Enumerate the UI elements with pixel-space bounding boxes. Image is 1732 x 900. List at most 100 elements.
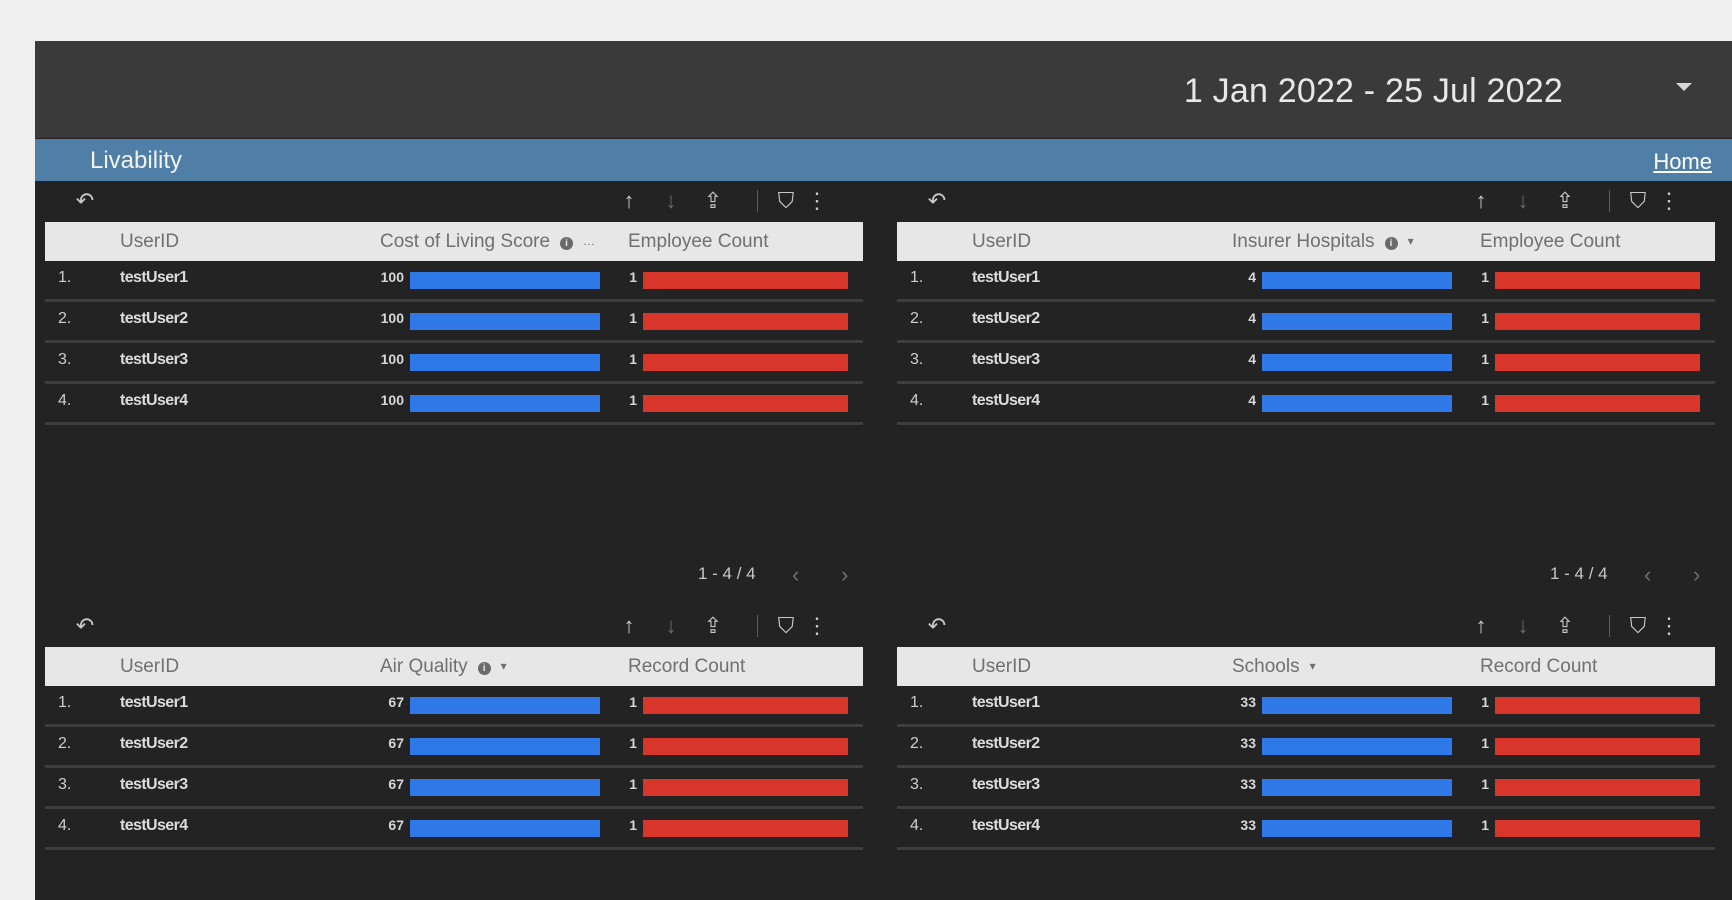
row-number: 3.	[910, 351, 924, 368]
count-value: 1	[629, 694, 637, 710]
sort-descending-icon[interactable]: ↓	[1517, 613, 1529, 638]
sort-ascending-icon[interactable]: ↑	[623, 188, 635, 213]
reset-icon[interactable]: ↶	[75, 613, 95, 638]
more-options-icon[interactable]: ⋮	[1658, 188, 1680, 213]
chevron-down-icon[interactable]	[1676, 83, 1692, 91]
user-id-cell: testUser4	[972, 817, 1040, 834]
sort-ascending-icon[interactable]: ↑	[1475, 188, 1487, 213]
column-header-userid[interactable]: UserID	[120, 231, 179, 253]
column-header-metric[interactable]: Insurer Hospitals i ▾	[1232, 231, 1414, 253]
table-row[interactable]: 4. testUser4 4 1	[897, 384, 1715, 425]
table-row[interactable]: 4. testUser4 67 1	[45, 809, 863, 850]
page-title: Livability	[90, 147, 183, 174]
export-icon[interactable]: ⇪	[703, 188, 723, 213]
column-header-label: Employee Count	[1480, 231, 1621, 252]
count-bar	[1495, 779, 1700, 796]
insurer-hospitals-table: ↶ ↑ ↓ ⇪ ⛉ ⋮ UserID Insurer Hospitals i ▾ Employee …	[887, 181, 1715, 471]
row-number: 2.	[910, 310, 924, 327]
table-row[interactable]: 4. testUser4 100 1	[45, 384, 863, 425]
table-row[interactable]: 3. testUser3 4 1	[897, 343, 1715, 384]
toolbar-divider	[757, 190, 758, 212]
sort-descending-icon[interactable]: ↓	[665, 613, 677, 638]
reset-icon[interactable]: ↶	[927, 188, 947, 213]
metric-bar	[1262, 697, 1452, 714]
row-number: 2.	[910, 735, 924, 752]
column-header-label: UserID	[972, 656, 1032, 677]
count-bar	[1495, 395, 1700, 412]
table-row[interactable]: 3. testUser3 33 1	[897, 768, 1715, 809]
column-header-userid[interactable]: UserID	[972, 231, 1031, 253]
user-id-cell: testUser3	[972, 776, 1040, 793]
user-id-cell: testUser3	[120, 776, 188, 793]
toolbar-divider	[757, 615, 758, 637]
count-bar	[643, 395, 848, 412]
column-header-metric[interactable]: Schools ▾	[1232, 656, 1316, 678]
column-header-label: Insurer Hospitals	[1232, 231, 1375, 252]
count-value: 1	[629, 735, 637, 751]
filter-icon[interactable]: ⛉	[1629, 188, 1647, 213]
table-row[interactable]: 1. testUser1 67 1	[45, 686, 863, 727]
home-link[interactable]: Home	[1653, 149, 1712, 174]
filter-icon[interactable]: ⛉	[1629, 613, 1647, 638]
next-page-icon[interactable]: ›	[1693, 562, 1701, 587]
row-number: 1.	[58, 694, 72, 711]
previous-page-icon[interactable]: ‹	[1644, 562, 1652, 587]
previous-page-icon[interactable]: ‹	[792, 562, 800, 587]
table-row[interactable]: 2. testUser2 67 1	[45, 727, 863, 768]
column-header-userid[interactable]: UserID	[972, 656, 1031, 678]
sort-descending-icon[interactable]: ↓	[665, 188, 677, 213]
count-bar	[643, 779, 848, 796]
table-row[interactable]: 3. testUser3 67 1	[45, 768, 863, 809]
table-row[interactable]: 3. testUser3 100 1	[45, 343, 863, 384]
count-bar	[643, 738, 848, 755]
filter-icon[interactable]: ⛉	[777, 188, 795, 213]
table-row[interactable]: 2. testUser2 100 1	[45, 302, 863, 343]
column-header-metric[interactable]: Air Quality i ▾	[380, 656, 507, 678]
sort-descending-icon[interactable]: ↓	[1517, 188, 1529, 213]
table-header: UserID Insurer Hospitals i ▾ Employee Count	[897, 222, 1715, 261]
count-value: 1	[1481, 310, 1489, 326]
export-icon[interactable]: ⇪	[1555, 613, 1575, 638]
air-quality-table: ↶ ↑ ↓ ⇪ ⛉ ⋮ UserID Air Quality i ▾ Record Count 1. t…	[35, 606, 863, 896]
metric-bar	[1262, 354, 1452, 371]
next-page-icon[interactable]: ›	[841, 562, 849, 587]
sort-indicator-icon: ▾	[500, 659, 507, 673]
table-toolbar: ↶ ↑ ↓ ⇪ ⛉ ⋮	[35, 606, 863, 648]
column-header-count[interactable]: Employee Count	[1480, 231, 1620, 253]
metric-value: 100	[380, 310, 404, 326]
reset-icon[interactable]: ↶	[75, 188, 95, 213]
filter-icon[interactable]: ⛉	[777, 613, 795, 638]
column-header-label: UserID	[120, 656, 180, 677]
more-options-icon[interactable]: ⋮	[806, 188, 828, 213]
table-row[interactable]: 2. testUser2 33 1	[897, 727, 1715, 768]
count-value: 1	[1481, 351, 1489, 367]
sort-ascending-icon[interactable]: ↑	[623, 613, 635, 638]
reset-icon[interactable]: ↶	[927, 613, 947, 638]
metric-value: 4	[1248, 310, 1256, 326]
count-value: 1	[1481, 776, 1489, 792]
table-row[interactable]: 1. testUser1 100 1	[45, 261, 863, 302]
export-icon[interactable]: ⇪	[703, 613, 723, 638]
column-header-count[interactable]: Employee Count	[628, 231, 768, 253]
more-options-icon[interactable]: ⋮	[806, 613, 828, 638]
metric-bar	[1262, 820, 1452, 837]
column-header-metric[interactable]: Cost of Living Score i…	[380, 231, 595, 253]
column-header-count[interactable]: Record Count	[1480, 656, 1597, 678]
date-range-control[interactable]: 1 Jan 2022 - 25 Jul 2022	[1183, 72, 1563, 110]
sort-ascending-icon[interactable]: ↑	[1475, 613, 1487, 638]
table-row[interactable]: 1. testUser1 33 1	[897, 686, 1715, 727]
column-header-userid[interactable]: UserID	[120, 656, 179, 678]
table-row[interactable]: 2. testUser2 4 1	[897, 302, 1715, 343]
column-header-count[interactable]: Record Count	[628, 656, 745, 678]
more-options-icon[interactable]: ⋮	[1658, 613, 1680, 638]
metric-bar	[410, 697, 600, 714]
metric-value: 100	[380, 351, 404, 367]
count-bar	[643, 820, 848, 837]
table-row[interactable]: 4. testUser4 33 1	[897, 809, 1715, 850]
metric-value: 33	[1240, 776, 1256, 792]
table-row[interactable]: 1. testUser1 4 1	[897, 261, 1715, 302]
count-bar	[643, 313, 848, 330]
schools-table: ↶ ↑ ↓ ⇪ ⛉ ⋮ UserID Schools ▾ Record Count 1. testUs…	[887, 606, 1715, 896]
export-icon[interactable]: ⇪	[1555, 188, 1575, 213]
count-value: 1	[1481, 269, 1489, 285]
